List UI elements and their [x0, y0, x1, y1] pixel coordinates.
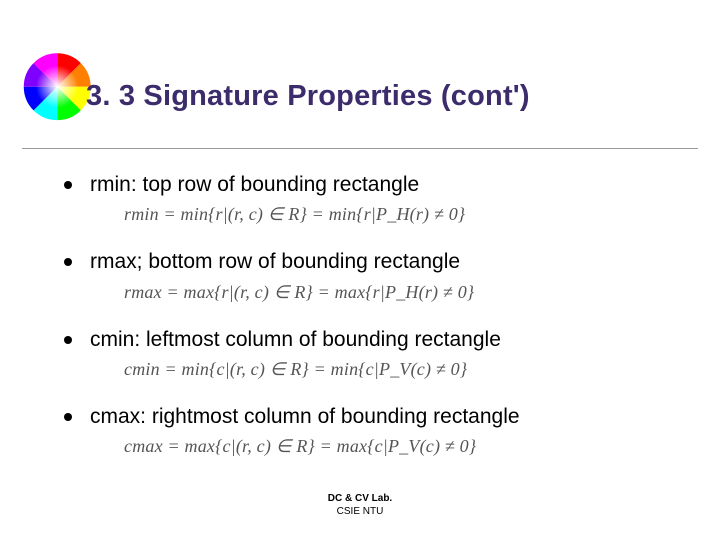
item-formula: rmin = min{r|(r, c) ∈ R} = min{r|P_H(r) …: [124, 204, 680, 225]
item-text: rmax; bottom row of bounding rectangle: [90, 249, 460, 275]
slide-title: 3. 3 Signature Properties (cont'): [86, 80, 690, 113]
item-formula: cmin = min{c|(r, c) ∈ R} = min{c|P_V(c) …: [124, 359, 680, 380]
list-item: rmax; bottom row of bounding rectangle r…: [64, 249, 680, 302]
footer: DC & CV Lab. CSIE NTU: [0, 493, 720, 518]
item-formula: cmax = max{c|(r, c) ∈ R} = max{c|P_V(c) …: [124, 436, 680, 457]
bullet-icon: [64, 413, 72, 421]
item-text: rmin: top row of bounding rectangle: [90, 172, 419, 198]
list-item: rmin: top row of bounding rectangle rmin…: [64, 172, 680, 225]
footer-dept: CSIE NTU: [0, 506, 720, 519]
bullet-icon: [64, 336, 72, 344]
bullet-icon: [64, 181, 72, 189]
item-text: cmax: rightmost column of bounding recta…: [90, 404, 520, 430]
item-text: cmin: leftmost column of bounding rectan…: [90, 327, 501, 353]
item-formula: rmax = max{r|(r, c) ∈ R} = max{r|P_H(r) …: [124, 282, 680, 303]
content-area: rmin: top row of bounding rectangle rmin…: [64, 172, 680, 481]
title-divider: [22, 148, 698, 149]
list-item: cmax: rightmost column of bounding recta…: [64, 404, 680, 457]
bullet-icon: [64, 258, 72, 266]
footer-lab: DC & CV Lab.: [0, 493, 720, 506]
list-item: cmin: leftmost column of bounding rectan…: [64, 327, 680, 380]
slide: 3. 3 Signature Properties (cont') rmin: …: [0, 0, 720, 540]
